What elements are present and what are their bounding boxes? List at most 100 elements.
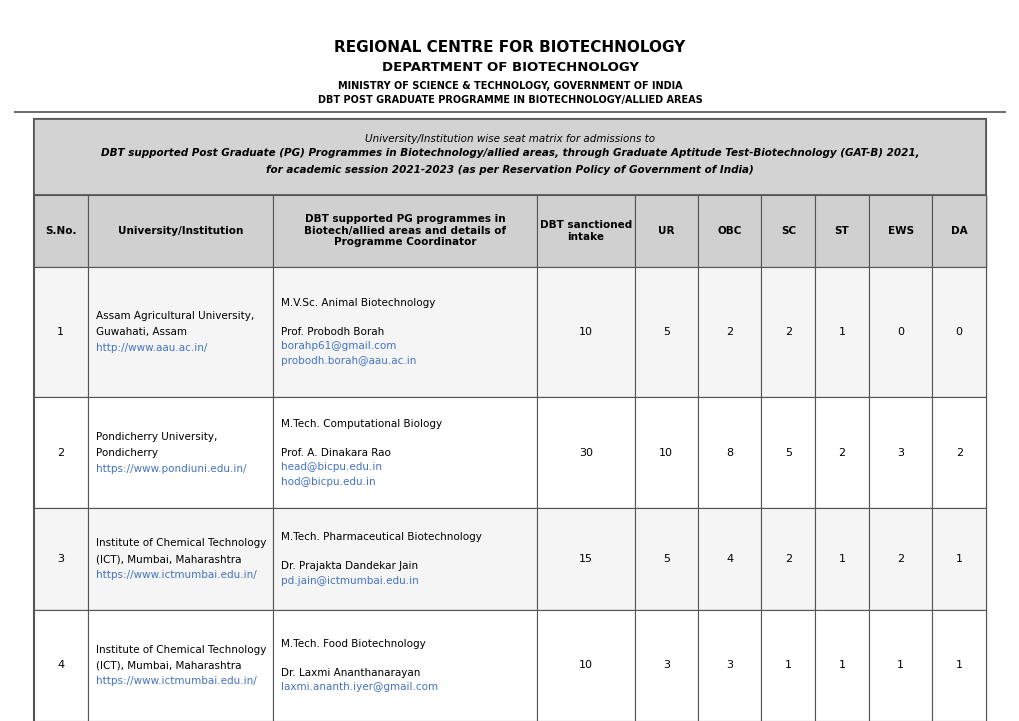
Text: 3: 3 (897, 448, 903, 458)
Bar (697, 267, 761, 397)
Text: 3: 3 (662, 660, 669, 671)
Text: REGIONAL CENTRE FOR BIOTECHNOLOGY: REGIONAL CENTRE FOR BIOTECHNOLOGY (334, 40, 685, 55)
Text: 2: 2 (57, 448, 64, 458)
Text: University/Institution: University/Institution (117, 226, 243, 236)
Bar (273, 610, 536, 721)
Bar (88, 267, 273, 397)
Bar (634, 397, 697, 508)
Bar (273, 195, 536, 267)
Text: 1: 1 (897, 660, 903, 671)
Text: ST: ST (834, 226, 849, 236)
Text: https://www.pondiuni.edu.in/: https://www.pondiuni.edu.in/ (96, 464, 246, 474)
Bar (931, 267, 985, 397)
Bar (273, 508, 536, 610)
Text: OBC: OBC (716, 226, 741, 236)
Bar (536, 267, 634, 397)
Bar (88, 195, 273, 267)
Bar (814, 267, 868, 397)
Bar (814, 508, 868, 610)
Text: hod@bicpu.edu.in: hod@bicpu.edu.in (281, 477, 375, 487)
Bar (34, 267, 985, 397)
Bar (34, 119, 985, 195)
Text: 0: 0 (897, 327, 903, 337)
Text: 2: 2 (726, 327, 733, 337)
Bar (536, 195, 634, 267)
Bar (634, 195, 697, 267)
Text: 4: 4 (57, 660, 64, 671)
Bar (931, 610, 985, 721)
Bar (14, 0, 1005, 112)
Bar (634, 508, 697, 610)
Bar (88, 508, 273, 610)
Text: S.No.: S.No. (45, 226, 76, 236)
Text: Pondicherry University,: Pondicherry University, (96, 432, 217, 442)
Bar (931, 397, 985, 508)
Bar (634, 267, 697, 397)
Text: 2: 2 (955, 448, 962, 458)
Text: SC: SC (780, 226, 795, 236)
Bar (814, 610, 868, 721)
Text: 1: 1 (838, 327, 845, 337)
Bar (868, 610, 931, 721)
Bar (761, 195, 814, 267)
Bar (34, 610, 985, 721)
Text: DEPARTMENT OF BIOTECHNOLOGY: DEPARTMENT OF BIOTECHNOLOGY (381, 61, 638, 74)
Text: 1: 1 (838, 554, 845, 564)
Text: (ICT), Mumbai, Maharashtra: (ICT), Mumbai, Maharashtra (96, 554, 240, 564)
Text: 2: 2 (896, 554, 903, 564)
Text: 1: 1 (784, 660, 791, 671)
Bar (697, 195, 761, 267)
Text: M.V.Sc. Animal Biotechnology: M.V.Sc. Animal Biotechnology (281, 298, 435, 308)
Bar (761, 267, 814, 397)
Text: 5: 5 (784, 448, 791, 458)
Bar (931, 195, 985, 267)
Text: http://www.aau.ac.in/: http://www.aau.ac.in/ (96, 343, 207, 353)
Text: 8: 8 (726, 448, 733, 458)
Text: 2: 2 (784, 327, 791, 337)
Bar (88, 610, 273, 721)
Text: 1: 1 (955, 554, 962, 564)
Text: 15: 15 (578, 554, 592, 564)
Bar (814, 195, 868, 267)
Text: Prof. A. Dinakara Rao: Prof. A. Dinakara Rao (281, 448, 390, 458)
Text: 10: 10 (578, 660, 592, 671)
Text: DBT supported PG programmes in
Biotech/allied areas and details of
Programme Coo: DBT supported PG programmes in Biotech/a… (304, 214, 505, 247)
Bar (34, 610, 88, 721)
Text: DA: DA (950, 226, 967, 236)
Text: M.Tech. Food Biotechnology: M.Tech. Food Biotechnology (281, 639, 426, 649)
Text: pd.jain@ictmumbai.edu.in: pd.jain@ictmumbai.edu.in (281, 576, 419, 585)
Bar (868, 508, 931, 610)
Text: DBT POST GRADUATE PROGRAMME IN BIOTECHNOLOGY/ALLIED AREAS: DBT POST GRADUATE PROGRAMME IN BIOTECHNO… (317, 95, 702, 105)
Text: M.Tech. Computational Biology: M.Tech. Computational Biology (281, 419, 442, 429)
Text: 30: 30 (578, 448, 592, 458)
Bar (697, 397, 761, 508)
Bar (34, 267, 88, 397)
Bar (868, 397, 931, 508)
Text: Prof. Probodh Borah: Prof. Probodh Borah (281, 327, 384, 337)
Bar (34, 119, 985, 721)
Bar (761, 610, 814, 721)
Text: 2: 2 (784, 554, 791, 564)
Text: https://www.ictmumbai.edu.in/: https://www.ictmumbai.edu.in/ (96, 676, 256, 686)
Text: 3: 3 (57, 554, 64, 564)
Text: Institute of Chemical Technology: Institute of Chemical Technology (96, 539, 266, 548)
Text: head@bicpu.edu.in: head@bicpu.edu.in (281, 462, 382, 472)
Text: 5: 5 (662, 554, 669, 564)
Bar (761, 508, 814, 610)
Text: 2: 2 (838, 448, 845, 458)
Bar (536, 397, 634, 508)
Text: 10: 10 (658, 448, 673, 458)
Bar (868, 195, 931, 267)
Bar (634, 610, 697, 721)
Text: DBT sanctioned
intake: DBT sanctioned intake (539, 220, 631, 242)
Bar (34, 195, 88, 267)
Text: UR: UR (657, 226, 674, 236)
Text: 5: 5 (662, 327, 669, 337)
Text: 1: 1 (57, 327, 64, 337)
Bar (931, 508, 985, 610)
Text: 10: 10 (578, 327, 592, 337)
Bar (868, 267, 931, 397)
Text: Guwahati, Assam: Guwahati, Assam (96, 327, 186, 337)
Text: https://www.ictmumbai.edu.in/: https://www.ictmumbai.edu.in/ (96, 570, 256, 580)
Bar (697, 508, 761, 610)
